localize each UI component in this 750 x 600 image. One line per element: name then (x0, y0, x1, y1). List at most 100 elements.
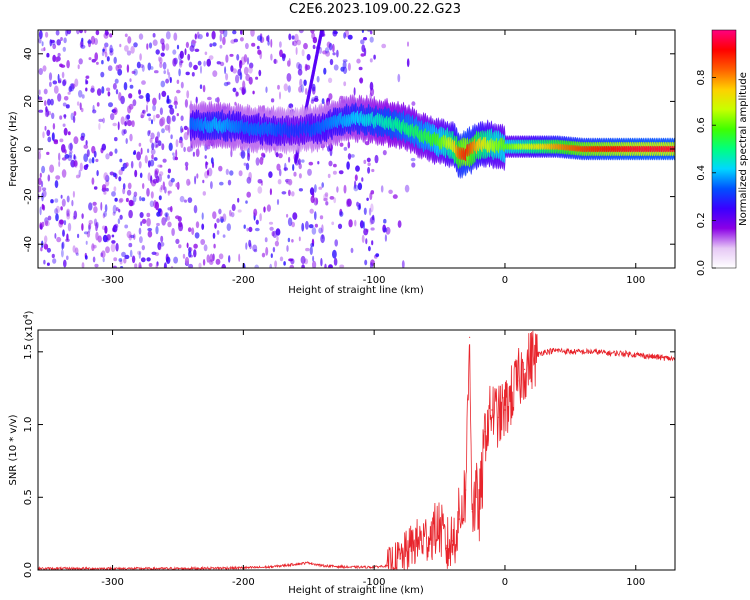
heatmap-cell-61 (114, 78, 119, 84)
heatmap-cell-943 (62, 102, 67, 107)
heatmap-cell-418 (146, 104, 148, 113)
heatmap-cell-773 (225, 168, 229, 175)
heatmap-cell-1064 (287, 60, 291, 67)
heatmap-cell-268 (100, 71, 105, 78)
heatmap-cell-1086 (257, 179, 263, 184)
heatmap-cell-1025 (180, 60, 184, 64)
heatmap-cell-931 (78, 58, 83, 65)
heatmap-cell-394 (44, 220, 49, 227)
heatmap-cell-369 (324, 263, 327, 268)
heatmap-cell-84 (196, 31, 200, 39)
heatmap-cell-1070 (127, 36, 132, 44)
heatmap-cell-490 (296, 39, 302, 46)
heatmap-cell-1156 (166, 95, 170, 104)
heatmap-cell-304 (245, 242, 248, 250)
heatmap-cell-846 (363, 221, 365, 230)
heatmap-cell-100 (166, 68, 169, 76)
heatmap-cell-382 (80, 44, 86, 49)
heatmap-cell-527 (365, 238, 368, 245)
heatmap-cell-35 (203, 244, 208, 252)
heatmap-cell-121 (41, 165, 46, 174)
heatmap-cell-52 (265, 246, 269, 256)
heatmap-cell-482 (216, 61, 221, 65)
heatmap-cell-147 (47, 98, 51, 106)
heatmap-cell-627 (178, 221, 183, 228)
snr-point-19 (465, 489, 467, 491)
colorbar-tick-label-4: 0.8 (696, 70, 707, 86)
heatmap-cell-57 (180, 115, 184, 121)
heatmap-cell-994 (176, 79, 180, 85)
heatmap-cell-2 (107, 91, 111, 97)
heatmap-cell-103 (165, 78, 170, 84)
heatmap-cell-365 (79, 30, 83, 34)
heatmap-cell-511 (266, 204, 271, 212)
snr-point-15 (439, 525, 441, 528)
heatmap-cell-436 (130, 46, 135, 54)
spectrogram-x-label: Height of straight line (km) (288, 285, 424, 296)
heatmap-cell-480 (85, 140, 88, 146)
heatmap-cell-705 (333, 197, 337, 204)
snr-y-ticks: 0.0 0.5 1.0 1.5 (23, 344, 675, 578)
heatmap-cell-520 (219, 181, 224, 186)
heatmap-cell-39 (343, 81, 347, 87)
heatmap-cell-795 (363, 37, 367, 41)
heatmap-cell-116 (147, 227, 153, 232)
heatmap-cell-657 (172, 49, 177, 55)
heatmap-cell-442 (203, 60, 206, 67)
heatmap-cell-356 (397, 73, 401, 83)
heatmap-cell-187 (142, 183, 145, 189)
snr-y-tick-label-2: 1.0 (23, 417, 34, 433)
spectrogram-y-ticks: -40 -20 0 20 40 (23, 47, 675, 252)
heatmap-cell-326 (101, 60, 104, 65)
heatmap-cell-631 (69, 142, 73, 152)
heatmap-cell-921 (180, 141, 184, 149)
heatmap-cell-733 (198, 262, 202, 268)
heatmap-cell-876 (274, 260, 278, 268)
heatmap-cell-1079 (155, 263, 158, 268)
heatmap-cell-829 (165, 31, 171, 40)
heatmap-cell-903 (46, 151, 50, 155)
snr-point-41 (635, 354, 637, 356)
heatmap-cell-524 (94, 52, 98, 61)
heatmap-cell-737 (59, 115, 63, 120)
heatmap-cell-384 (392, 194, 398, 199)
heatmap-cell-398 (61, 144, 66, 153)
heatmap-cell-420 (126, 120, 132, 127)
heatmap-cell-884 (246, 227, 249, 232)
heatmap-cell-331 (239, 72, 243, 80)
heatmap-cell-1111 (171, 228, 175, 236)
heatmap-cell-214 (204, 51, 208, 56)
heatmap-cell-651 (148, 263, 153, 267)
heatmap-cell-131 (46, 262, 50, 266)
heatmap-cell-287 (38, 109, 44, 113)
heatmap-cell-470 (92, 256, 96, 263)
heatmap-cell-165 (265, 86, 268, 93)
snr-point-22 (475, 496, 477, 498)
heatmap-cell-229 (151, 251, 157, 255)
heatmap-cell-1123 (51, 253, 55, 259)
heatmap-cell-554 (42, 131, 45, 139)
heatmap-cell-587 (93, 186, 98, 190)
heatmap-cell-875 (136, 151, 142, 161)
heatmap-cell-916 (176, 89, 181, 94)
heatmap-cell-45 (346, 161, 350, 170)
heatmap-cell-647 (42, 190, 47, 198)
heatmap-cell-1110 (69, 83, 75, 92)
heatmap-cell-622 (336, 49, 339, 58)
heatmap-cell-996 (45, 221, 50, 227)
heatmap-cell-1146 (257, 35, 262, 41)
heatmap-cell-717 (53, 85, 59, 94)
heatmap-cell-248 (110, 243, 116, 253)
heatmap-cell-14 (263, 206, 266, 213)
heatmap-cell-533 (216, 96, 220, 104)
snr-plot-area (38, 330, 675, 570)
heatmap-cell-827 (331, 221, 335, 226)
heatmap-cell-887 (328, 264, 333, 268)
colorbar-tick-label-1: 0.2 (696, 212, 707, 228)
heatmap-cell-822 (194, 48, 200, 52)
heatmap-cell-750 (332, 52, 336, 56)
heatmap-cell-989 (248, 171, 252, 181)
heatmap-cell-934 (148, 117, 152, 122)
heatmap-cell-679 (46, 247, 52, 253)
heatmap-cell-634 (193, 249, 197, 258)
